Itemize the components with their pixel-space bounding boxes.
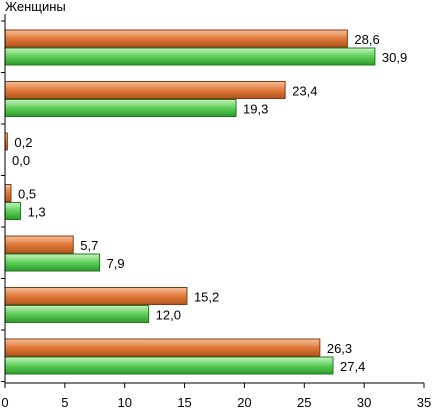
x-tick-label: 10 <box>117 395 131 410</box>
bar-group-1-series-1 <box>4 29 348 48</box>
data-label-group-6-series-2: 12,0 <box>156 308 181 323</box>
x-tick-label: 0 <box>1 395 8 410</box>
x-tick-label: 35 <box>417 395 431 410</box>
chart-title: Женщины <box>5 0 66 14</box>
bar-group-7-series-2 <box>4 356 334 375</box>
data-label-group-2-series-2: 19,3 <box>243 102 268 117</box>
bar-group-7-series-1 <box>4 338 321 357</box>
bar-group-6-series-2 <box>4 305 150 323</box>
x-tick-label: 5 <box>61 395 68 410</box>
bar-group-5-series-2 <box>4 253 101 272</box>
data-label-group-2-series-1: 23,4 <box>292 84 317 99</box>
data-label-group-1-series-2: 30,9 <box>382 50 407 65</box>
x-tick-label: 15 <box>177 395 191 410</box>
data-label-group-7-series-1: 26,3 <box>327 341 352 356</box>
axes: 0 5 10 15 20 25 30 35 <box>1 14 431 410</box>
bar-group-4-series-1 <box>4 184 12 202</box>
bars-layer <box>4 29 376 375</box>
x-tick-label: 30 <box>357 395 371 410</box>
x-tick-label: 20 <box>237 395 251 410</box>
bar-group-1-series-2 <box>4 47 376 66</box>
bar-group-5-series-1 <box>4 235 74 254</box>
data-label-group-4-series-2: 1,3 <box>28 205 46 220</box>
bar-group-6-series-1 <box>4 287 188 305</box>
data-label-group-4-series-1: 0,5 <box>18 187 36 202</box>
data-label-group-3-series-1: 0,2 <box>14 135 32 150</box>
bar-group-2-series-1 <box>4 81 286 99</box>
bar-group-2-series-2 <box>4 99 237 117</box>
data-labels-layer: 28,630,9 23,4 19,3 0,2 0,0 0,5 1,3 5,7 7,9 15,2 12… <box>12 32 407 374</box>
x-tick-label: 25 <box>297 395 311 410</box>
data-label-group-6-series-1: 15,2 <box>194 290 219 305</box>
data-label-group-5-series-2: 7,9 <box>107 256 125 271</box>
data-label-group-3-series-2: 0,0 <box>12 153 30 168</box>
data-label-group-5-series-1: 5,7 <box>80 238 98 253</box>
data-label-group-1-series-1: 28,6 <box>354 32 379 47</box>
bar-group-4-series-2 <box>4 202 22 220</box>
data-label-group-7-series-2: 27,4 <box>340 359 365 374</box>
